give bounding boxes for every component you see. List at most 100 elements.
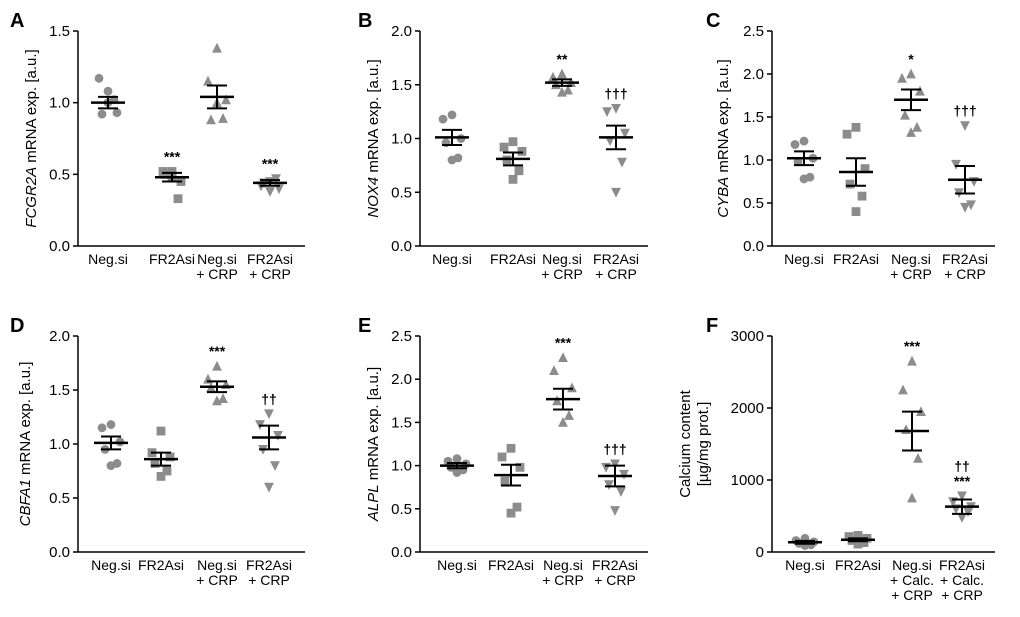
data-point <box>150 459 160 468</box>
x-category-label: FR2Asi <box>138 557 184 573</box>
data-point <box>221 94 231 105</box>
y-axis-label-unit: mRNA exp. [a.u.] <box>23 49 40 167</box>
group-2 <box>494 443 528 518</box>
data-point <box>218 113 228 123</box>
y-tick-label: 0.0 <box>49 238 70 255</box>
significance-label-dagger: †† <box>954 458 970 474</box>
x-category-label: + Calc. <box>890 572 934 588</box>
data-point <box>842 129 852 139</box>
data-point <box>859 538 869 548</box>
y-axis-label-gene: CYBA <box>715 177 732 218</box>
data-point <box>901 424 911 434</box>
y-axis-label: NOX4 mRNA exp. [a.u.] <box>365 59 382 217</box>
x-category-label: + CRP <box>196 572 238 588</box>
data-point <box>611 104 621 114</box>
y-axis-label: [µg/mg prot.] <box>695 402 712 487</box>
panel-letter: A <box>10 10 24 32</box>
data-point <box>156 426 166 436</box>
data-point <box>601 462 611 473</box>
data-point <box>106 420 116 429</box>
significance-label: *** <box>164 148 181 164</box>
x-category-label: + CRP <box>248 572 290 588</box>
x-category-label: FR2Asi <box>488 557 534 573</box>
data-point <box>156 472 166 481</box>
panel-letter: F <box>706 315 718 337</box>
x-category-label: Neg.si <box>892 557 932 573</box>
x-category-label: FR2Asi <box>942 251 988 267</box>
group-2 <box>841 531 875 549</box>
data-point <box>112 108 122 118</box>
y-tick-label: 1.0 <box>391 458 412 475</box>
group-4: *** <box>253 156 287 197</box>
x-category-label: FR2Asi <box>247 251 293 267</box>
significance-label: ††† <box>953 103 976 119</box>
data-point <box>912 121 922 132</box>
data-point <box>602 107 612 118</box>
y-axis-label-unit: mRNA exp. [a.u.] <box>17 362 34 480</box>
data-point <box>620 128 630 139</box>
x-category-label: FR2Asi <box>490 251 536 267</box>
data-point <box>860 164 870 173</box>
y-tick-label: 0.5 <box>743 195 764 212</box>
x-category-label: + CRP <box>249 266 291 282</box>
significance-label: *** <box>262 156 279 172</box>
data-point <box>907 492 917 503</box>
data-point <box>438 114 448 124</box>
y-axis-label: Calcium content <box>677 389 694 497</box>
group-4: ††† <box>599 85 633 198</box>
group-3: *** <box>895 338 929 503</box>
panel-e: E 0.0 0.5 1.0 1.5 2.0 2.5 ALPL mRNA exp. [a.u.]… <box>358 315 648 588</box>
x-category-label: + CRP <box>541 266 583 282</box>
data-point <box>497 452 507 462</box>
group-2 <box>144 426 178 481</box>
data-point <box>165 452 175 462</box>
x-category-label: Neg.si <box>891 251 931 267</box>
x-category-label: FR2Asi <box>835 557 881 573</box>
x-category-label: Neg.si <box>542 251 582 267</box>
y-axis-label: ALPL mRNA exp. [a.u.] <box>365 367 382 522</box>
group-2 <box>496 137 530 184</box>
data-point <box>897 72 907 83</box>
y-axis-label: FCGR2A mRNA exp. [a.u.] <box>23 49 40 227</box>
data-point <box>264 482 274 493</box>
significance-label: ††† <box>603 441 626 457</box>
data-point <box>506 443 516 453</box>
y-tick-label: 2000 <box>731 400 764 417</box>
x-category-label: FR2Asi <box>593 251 639 267</box>
x-category-label: FR2Asi <box>939 557 985 573</box>
data-point <box>508 174 518 184</box>
data-point <box>913 453 923 463</box>
data-point <box>167 167 177 176</box>
significance-label: *** <box>904 338 921 354</box>
data-point <box>957 513 967 523</box>
y-tick-label: 1000 <box>731 472 764 489</box>
data-point <box>563 84 573 95</box>
data-point <box>500 476 510 486</box>
data-point <box>273 430 283 441</box>
y-tick-label: 1.0 <box>743 152 764 169</box>
data-point <box>957 491 967 502</box>
significance-label: ††† <box>604 85 627 101</box>
group-3 <box>200 42 234 125</box>
significance-label: *** <box>555 335 572 351</box>
data-point <box>206 114 216 125</box>
x-category-label: FR2Asi <box>149 251 195 267</box>
x-category-label: + CRP <box>595 266 637 282</box>
data-point <box>103 86 113 96</box>
data-point <box>517 147 527 156</box>
y-axis-label: CYBA mRNA exp. [a.u.] <box>715 59 732 217</box>
data-point <box>915 85 925 96</box>
data-point <box>212 42 222 53</box>
data-point <box>270 461 280 471</box>
data-point <box>906 68 916 79</box>
group-4: †† <box>252 391 286 493</box>
data-point <box>853 539 863 549</box>
group-4: ***†† <box>945 458 979 523</box>
group-1 <box>435 110 469 165</box>
panel-letter: C <box>706 10 720 32</box>
y-tick-label: 0.0 <box>391 544 412 561</box>
data-point <box>898 384 908 395</box>
data-point <box>203 75 213 86</box>
x-category-label: Neg.si <box>197 251 237 267</box>
x-category-label: + CRP <box>594 572 636 588</box>
